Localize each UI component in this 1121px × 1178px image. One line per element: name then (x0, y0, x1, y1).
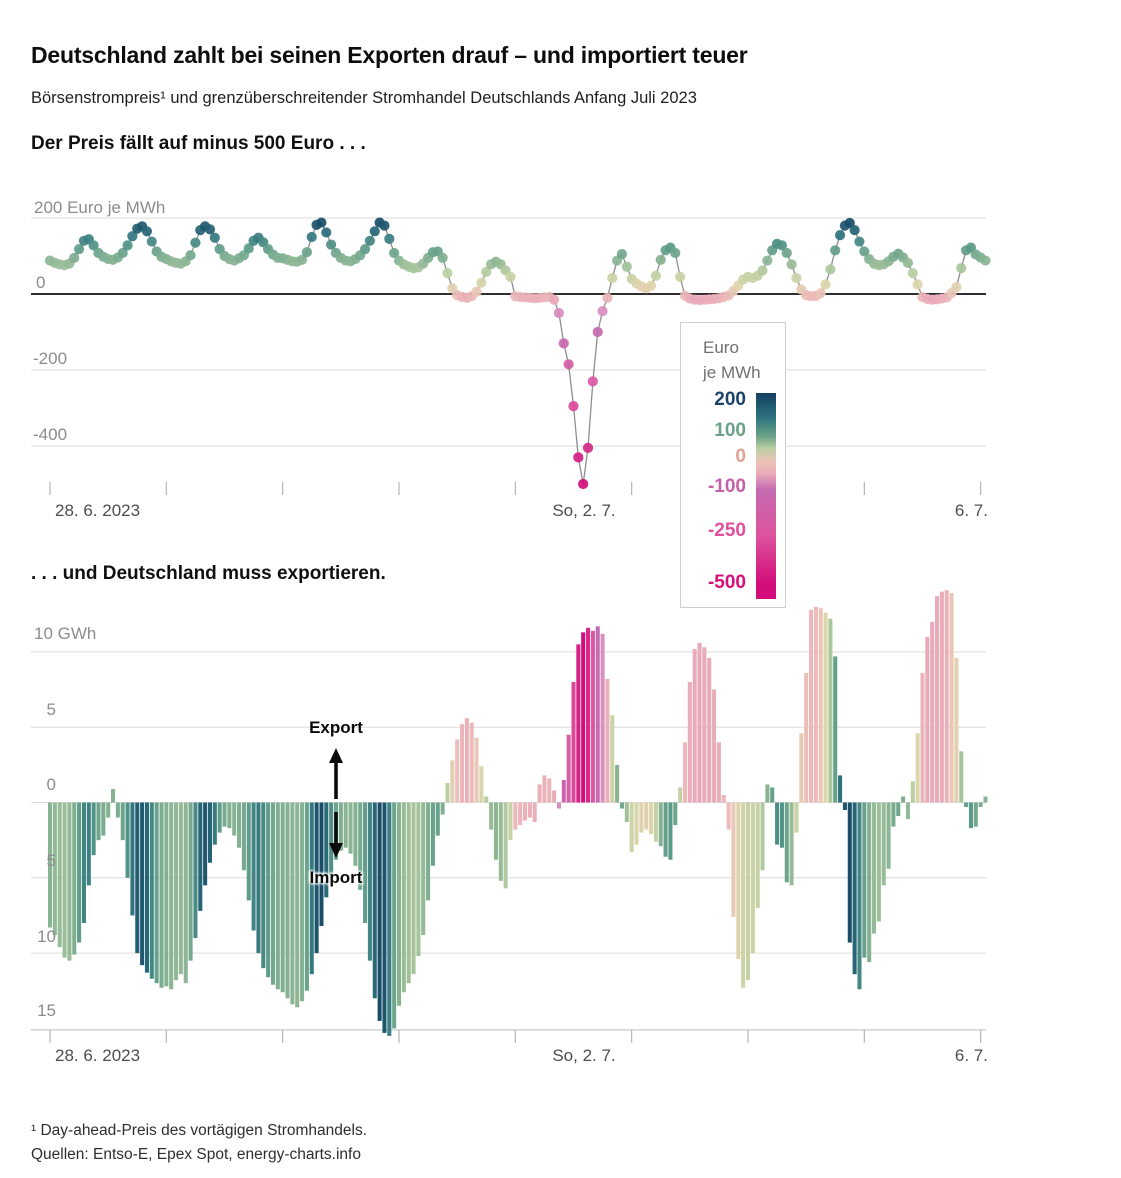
color-legend: Euro je MWh 200 100 0 -100 -250 -500 (680, 322, 786, 608)
legend-entry-0: 0 (735, 446, 746, 467)
trade-ytick-m5: 5 (46, 851, 56, 870)
page-title: Deutschland zahlt bei seinen Exporten dr… (31, 42, 748, 68)
legend-title: Euro je MWh (703, 338, 761, 382)
price-dots (44, 217, 991, 490)
price-xlabel-middle: So, 2. 7. (552, 501, 616, 520)
legend-entry-m500: -500 (707, 572, 746, 593)
legend-entry-100: 100 (714, 420, 746, 441)
price-xlabel-start: 28. 6. 2023 (55, 501, 141, 520)
price-ytick-0: 0 (36, 273, 46, 292)
trade-xlabel-middle: So, 2. 7. (552, 1046, 616, 1065)
price-y-unit-label: 200 Euro je MWh (34, 198, 166, 217)
legend-gradient-bar (756, 393, 776, 599)
trade-ytick-m15: 15 (37, 1001, 56, 1020)
price-ytick-m200: -200 (33, 349, 68, 368)
price-gridlines (31, 217, 986, 447)
trade-ytick-m10: 10 (37, 927, 56, 946)
trade-ytick-0: 0 (46, 775, 56, 794)
price-xlabel-end: 6. 7. (954, 501, 988, 520)
footnote-definition: ¹ Day-ahead-Preis des vortägigen Stromha… (31, 1122, 368, 1139)
trade-y-unit-label: 10 GWh (34, 624, 97, 643)
page-subtitle: Börsenstrompreis¹ und grenzüberschreiten… (31, 89, 697, 107)
legend-entry-m250: -250 (707, 520, 746, 541)
export-import-arrows (329, 748, 343, 858)
footnote-sources: Quellen: Entso-E, Epex Spot, energy-char… (31, 1146, 361, 1163)
trade-ytick-p5: 5 (46, 700, 56, 719)
legend-entry-m100: -100 (707, 476, 746, 497)
legend-entry-200: 200 (714, 389, 746, 410)
export-annotation-label: Export (309, 718, 363, 737)
trade-panel-heading: . . . und Deutschland muss exportieren. (31, 563, 386, 584)
trade-xlabel-end: 6. 7. (954, 1046, 988, 1065)
price-panel-heading: Der Preis fällt auf minus 500 Euro . . . (31, 133, 366, 154)
trade-xlabel-start: 28. 6. 2023 (55, 1046, 141, 1065)
import-annotation-label: Import (309, 868, 363, 887)
trade-bars (48, 590, 988, 1036)
price-ytick-m400: -400 (33, 425, 68, 444)
